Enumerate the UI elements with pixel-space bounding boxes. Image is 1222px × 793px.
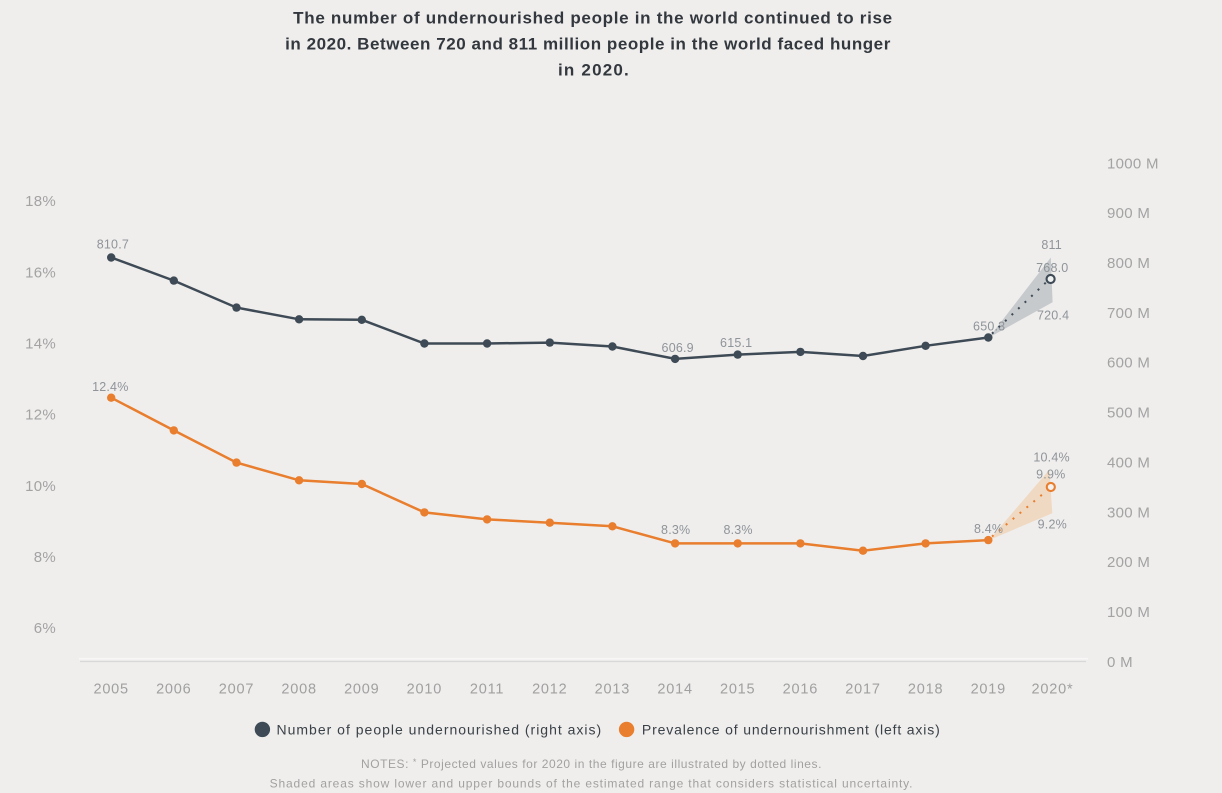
svg-text:606.9: 606.9 [662,341,694,355]
svg-text:14%: 14% [25,336,56,353]
svg-text:300 M: 300 M [1107,504,1150,521]
svg-text:9.2%: 9.2% [1038,518,1067,532]
svg-text:600 M: 600 M [1107,355,1150,372]
svg-text:1000 M: 1000 M [1107,155,1159,172]
svg-text:in 2020.: in 2020. [558,61,630,80]
svg-text:2018: 2018 [908,682,943,698]
svg-text:2020*: 2020* [1032,682,1074,698]
svg-text:10.4%: 10.4% [1033,451,1069,465]
svg-text:2009: 2009 [344,682,379,698]
svg-text:9.9%: 9.9% [1036,468,1065,482]
svg-text:8.4%: 8.4% [974,522,1003,536]
svg-text:18%: 18% [25,193,56,210]
svg-text:The number of undernourished p: The number of undernourished people in t… [293,9,893,28]
svg-text:2015: 2015 [720,682,755,698]
svg-text:800 M: 800 M [1107,255,1150,272]
svg-text:Shaded areas show lower and up: Shaded areas show lower and upper bounds… [270,776,914,790]
svg-text:2008: 2008 [281,682,316,698]
svg-text:650.3: 650.3 [973,319,1005,333]
svg-text:8%: 8% [34,549,56,566]
svg-text:12%: 12% [25,407,56,424]
svg-text:2016: 2016 [783,682,818,698]
svg-text:2011: 2011 [470,682,504,698]
svg-text:2006: 2006 [156,682,191,698]
svg-text:2012: 2012 [532,682,567,698]
svg-text:2019: 2019 [971,682,1006,698]
svg-text:2005: 2005 [93,682,128,698]
svg-text:2017: 2017 [845,682,880,698]
svg-text:8.3%: 8.3% [723,523,752,537]
svg-text:700 M: 700 M [1107,305,1150,322]
svg-text:8.3%: 8.3% [661,523,690,537]
svg-text:100 M: 100 M [1107,604,1150,621]
svg-text:811: 811 [1041,238,1062,252]
svg-text:615.1: 615.1 [720,336,752,350]
svg-text:in 2020. Between 720 and 811 m: in 2020. Between 720 and 811 million peo… [285,35,891,54]
svg-text:500 M: 500 M [1107,405,1150,422]
svg-text:810.7: 810.7 [97,238,129,252]
svg-text:200 M: 200 M [1107,554,1150,571]
svg-text:768.0: 768.0 [1036,261,1068,275]
svg-text:16%: 16% [25,264,56,281]
svg-text:0 M: 0 M [1107,654,1133,671]
svg-text:900 M: 900 M [1107,205,1150,222]
svg-text:Number of people undernourishe: Number of people undernourished (right a… [277,721,603,737]
svg-text:12.4%: 12.4% [92,380,128,394]
svg-text:2007: 2007 [219,682,254,698]
svg-text:NOTES: * Projected values for: NOTES: * Projected values for 2020 in th… [361,757,822,771]
svg-text:2014: 2014 [657,682,692,698]
svg-text:720.4: 720.4 [1037,308,1069,322]
svg-text:6%: 6% [34,620,56,637]
svg-text:400 M: 400 M [1107,455,1150,472]
svg-text:10%: 10% [25,478,56,495]
svg-text:2013: 2013 [595,682,630,698]
svg-text:Prevalence of undernourishment: Prevalence of undernourishment (left axi… [642,721,941,737]
svg-text:2010: 2010 [407,682,442,698]
